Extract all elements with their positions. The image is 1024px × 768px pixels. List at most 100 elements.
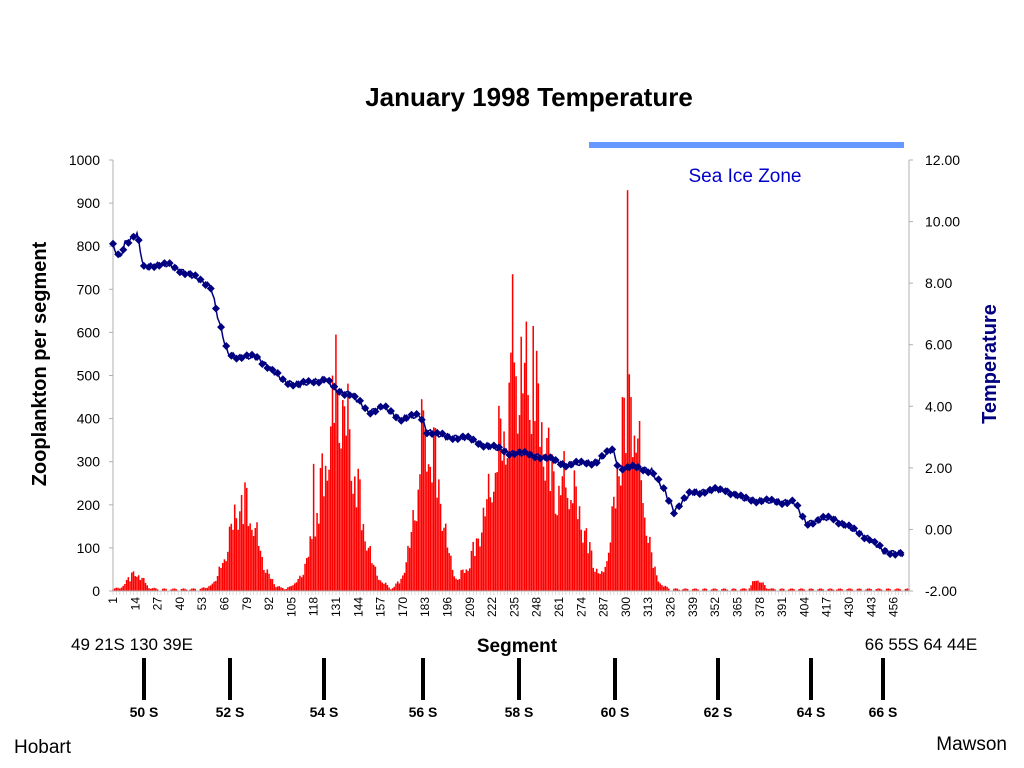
latitude-label: 52 S — [216, 704, 245, 720]
zooplankton-bar — [498, 405, 500, 591]
zooplankton-bar — [585, 528, 588, 591]
zooplankton-bar — [662, 586, 665, 591]
temperature-point — [536, 454, 545, 463]
zooplankton-bar — [295, 582, 298, 591]
x-tick-label: 170 — [396, 597, 410, 617]
zooplankton-bar — [649, 536, 651, 591]
temperature-point — [371, 407, 380, 416]
zooplankton-bar — [643, 517, 646, 591]
x-tick-label: 118 — [307, 597, 321, 616]
zooplankton-bar — [386, 584, 389, 591]
zooplankton-bar — [331, 375, 334, 591]
zooplankton-bar — [875, 589, 878, 591]
zooplankton-bar — [321, 453, 323, 591]
temperature-point — [273, 369, 282, 378]
y-tick-right-label: 10.00 — [925, 214, 960, 230]
zooplankton-bar — [866, 588, 869, 591]
zooplankton-bar — [237, 529, 239, 591]
zooplankton-bar — [218, 566, 221, 591]
temperature-point — [669, 509, 678, 518]
zooplankton-bar — [407, 545, 409, 591]
zooplankton-bar — [472, 541, 474, 591]
zooplankton-bar — [659, 583, 661, 591]
zooplankton-bar — [664, 585, 667, 591]
zooplankton-bar — [654, 566, 656, 591]
zooplankton-bar — [860, 588, 862, 591]
temperature-point — [778, 500, 787, 509]
zooplankton-bar — [619, 485, 622, 591]
zooplankton-bar — [436, 497, 438, 591]
zooplankton-bar — [697, 589, 699, 591]
temperature-point — [551, 456, 560, 465]
zooplankton-bar — [726, 589, 728, 591]
zooplankton-bar — [360, 530, 363, 591]
zooplankton-bar — [830, 588, 833, 591]
zooplankton-bar — [343, 406, 346, 591]
zooplankton-bar — [477, 538, 480, 591]
zooplankton-bar — [614, 508, 617, 591]
zooplankton-bar — [131, 572, 133, 591]
temperature-point — [448, 435, 457, 444]
zooplankton-bar — [565, 487, 567, 591]
zooplankton-bar — [681, 589, 684, 591]
zooplankton-bar — [441, 530, 444, 591]
x-tick-label: 14 — [128, 597, 142, 611]
zooplankton-bar — [801, 588, 804, 591]
temperature-point — [325, 376, 334, 385]
zooplankton-bar — [487, 473, 490, 591]
temperature-point — [206, 284, 215, 293]
temperature-point — [433, 428, 442, 437]
zooplankton-bar — [155, 588, 157, 591]
zooplankton-bar — [355, 507, 358, 591]
zooplankton-bar — [359, 479, 361, 591]
x-tick-label: 248 — [530, 597, 544, 617]
zooplankton-bar — [374, 566, 377, 591]
x-tick-label: 235 — [507, 597, 521, 617]
zooplankton-bar — [232, 529, 234, 591]
zooplankton-bar — [189, 589, 191, 591]
zooplankton-bar — [137, 575, 140, 591]
latitude-tick — [517, 658, 521, 700]
temperature-point — [309, 378, 318, 387]
y-tick-left-label: 800 — [77, 238, 101, 254]
zooplankton-bar — [722, 588, 725, 591]
zooplankton-bar — [582, 542, 584, 591]
temperature-point — [855, 529, 864, 538]
y-tick-right-label: 6.00 — [925, 337, 952, 353]
zooplankton-bar — [395, 583, 397, 591]
temperature-point — [386, 406, 395, 415]
zooplankton-bar — [220, 567, 222, 591]
zooplankton-bar — [757, 580, 759, 591]
zooplankton-bar — [764, 585, 766, 591]
zooplankton-bar — [745, 588, 747, 591]
temperature-point — [839, 520, 848, 529]
zooplankton-bar — [203, 587, 205, 591]
zooplankton-bar — [240, 495, 243, 591]
zooplankton-bar — [655, 575, 658, 591]
zooplankton-bar — [558, 485, 560, 591]
temperature-point — [726, 490, 735, 499]
zooplankton-bar — [288, 586, 291, 591]
zooplankton-bar — [480, 532, 483, 591]
zooplankton-bar — [506, 458, 509, 591]
latitude-label: 58 S — [505, 704, 534, 720]
zooplankton-bar — [338, 442, 341, 591]
zooplankton-bar — [122, 585, 124, 591]
zooplankton-bar — [631, 457, 634, 591]
zooplankton-bar — [566, 497, 569, 591]
temperature-point — [633, 462, 642, 471]
latitude-label: 56 S — [409, 704, 438, 720]
x-tick-label: 417 — [820, 597, 834, 617]
temperature-point — [392, 413, 401, 422]
zooplankton-bar — [419, 474, 421, 591]
zooplankton-bar — [412, 510, 414, 591]
temperature-point — [464, 432, 473, 441]
y-tick-left-label: 1000 — [69, 152, 100, 168]
zooplankton-bar — [453, 576, 456, 591]
zooplankton-bar — [319, 467, 322, 591]
zooplankton-bar — [523, 362, 526, 591]
zooplankton-bar — [846, 589, 848, 591]
temperature-point — [880, 546, 889, 555]
zooplankton-bar — [415, 521, 418, 591]
zooplankton-bar — [182, 588, 185, 591]
